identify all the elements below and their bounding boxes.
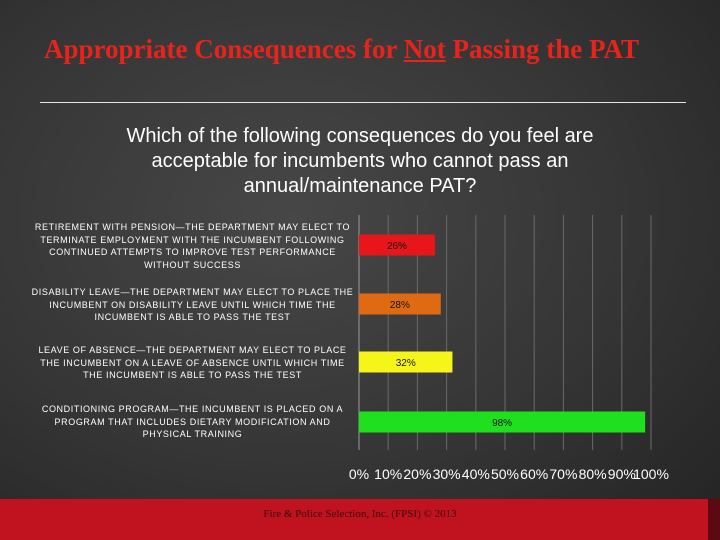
bar — [359, 234, 435, 256]
footer-bar — [0, 499, 720, 540]
bar — [359, 293, 441, 315]
slide-title: Appropriate Consequences for Not Passing… — [44, 34, 640, 64]
bar — [359, 351, 453, 373]
x-tick-label: 10% — [374, 466, 402, 482]
title-underline-rule — [40, 102, 686, 103]
x-tick-label: 70% — [549, 466, 577, 482]
category-label-disability-leave: DISABILITY LEAVE—THE DEPARTMENT MAY ELEC… — [31, 287, 354, 322]
bar-data-label: 98% — [492, 418, 512, 429]
survey-question: Which of the following consequences do y… — [126, 125, 594, 197]
x-tick-label: 20% — [403, 466, 431, 482]
category-label-retirement: RETIREMENT WITH PENSION—THE DEPARTMENT M… — [34, 222, 351, 270]
footer-copyright: Fire & Police Selection, Inc. (FPSI) © 2… — [263, 508, 457, 520]
bar — [359, 411, 646, 433]
bar-data-label: 32% — [396, 358, 416, 369]
footer-corner — [708, 499, 720, 540]
bar-data-label: 28% — [390, 300, 410, 311]
bar-data-label: 26% — [387, 241, 407, 252]
x-tick-label: 60% — [520, 466, 548, 482]
x-tick-label: 100% — [633, 466, 669, 482]
x-tick-label: 40% — [462, 466, 490, 482]
x-tick-label: 0% — [349, 466, 369, 482]
x-tick-label: 80% — [579, 466, 607, 482]
category-label-leave-of-absence: LEAVE OF ABSENCE—THE DEPARTMENT MAY ELEC… — [38, 345, 347, 380]
x-tick-label: 50% — [491, 466, 519, 482]
x-tick-label: 30% — [433, 466, 461, 482]
x-tick-label: 90% — [608, 466, 636, 482]
category-label-conditioning-program: CONDITIONING PROGRAM—THE INCUMBENT IS PL… — [41, 404, 344, 439]
title-underlined-word: Not — [403, 34, 446, 64]
bar-chart: 26% 28% 32% 98% 0% 10% 20% 30% 40% 50% 60% 70% 80% 90… — [349, 215, 669, 482]
